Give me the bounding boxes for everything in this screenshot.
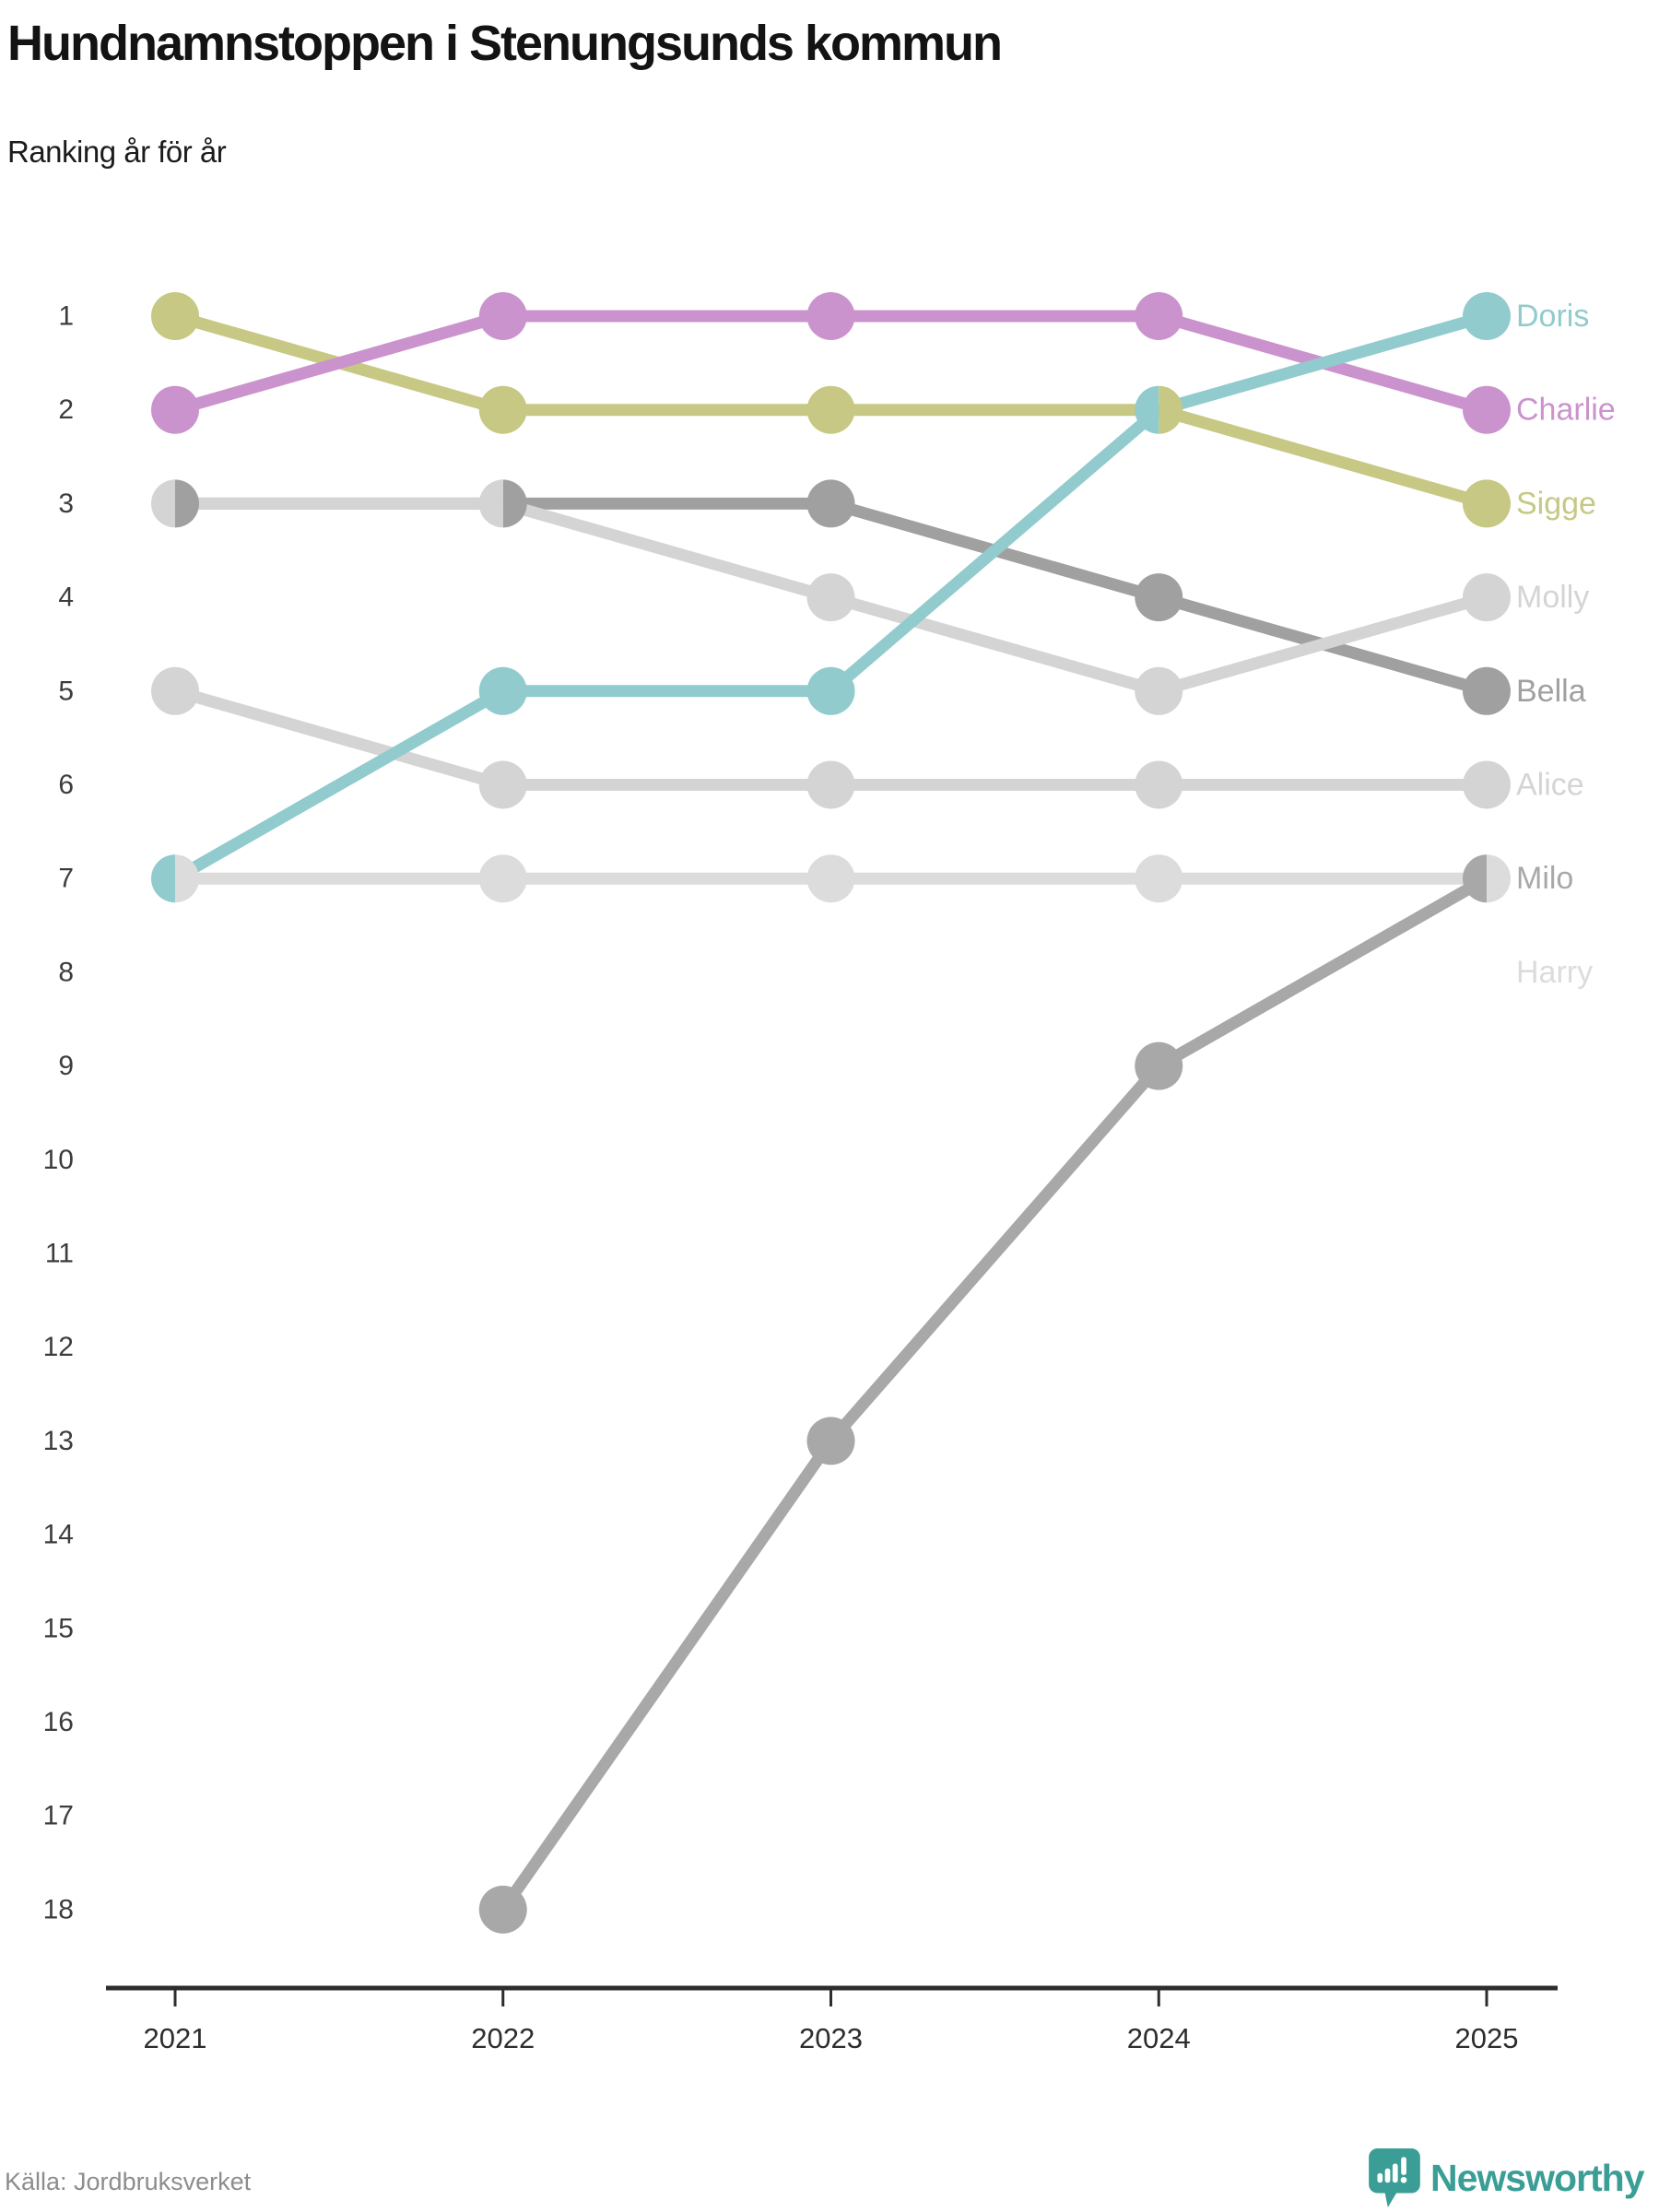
dot-molly-2021-left-half [151, 479, 175, 528]
y-tick-label: 10 [43, 1145, 74, 1175]
y-tick-label: 5 [58, 676, 74, 706]
y-tick-label: 12 [43, 1332, 74, 1362]
dot-alice-2022 [478, 760, 527, 809]
dot-alice-2024 [1135, 760, 1183, 809]
dot-harry-2022 [478, 854, 527, 903]
dot-doris-2025 [1463, 292, 1511, 340]
series-label-alice: Alice [1516, 768, 1584, 803]
dot-charlie-2021 [151, 385, 199, 434]
series-label-bella: Bella [1516, 674, 1586, 709]
y-tick-label: 14 [43, 1520, 74, 1550]
y-tick-label: 3 [58, 488, 74, 519]
dot-harry-2023 [806, 854, 855, 903]
y-tick-label: 11 [45, 1239, 74, 1269]
series-label-harry: Harry [1516, 955, 1593, 990]
y-tick-label: 18 [43, 1894, 74, 1924]
y-tick-label: 16 [43, 1707, 74, 1737]
dot-alice-2021 [151, 666, 199, 715]
y-tick-label: 13 [43, 1426, 74, 1456]
newsworthy-logo: Newsworthy [1368, 2147, 1644, 2208]
chart-subtitle: Ranking år för år [7, 135, 227, 169]
y-tick-label: 9 [58, 1051, 74, 1081]
dot-harry-2025-right-half [1487, 854, 1511, 903]
dot-milo-2023 [806, 1417, 855, 1465]
dot-milo-2024 [1135, 1041, 1183, 1090]
source-note: Källa: Jordbruksverket [5, 2168, 252, 2195]
dot-sigge-2025 [1463, 479, 1511, 528]
dot-sigge-2021 [151, 292, 199, 340]
dot-alice-2023 [806, 760, 855, 809]
series-label-milo: Milo [1516, 861, 1573, 896]
x-tick-label: 2025 [1455, 2022, 1519, 2054]
dot-molly-2024 [1135, 666, 1183, 715]
y-tick-label: 6 [58, 770, 74, 800]
chart-title: Hundnamnstoppen i Stenungsunds kommun [7, 16, 1003, 71]
dot-bella-2021-right-half [175, 479, 199, 528]
dot-harry-2021-right-half [175, 854, 199, 903]
series-label-doris: Doris [1516, 299, 1589, 334]
dot-alice-2025 [1463, 760, 1511, 809]
dot-doris-2021-left-half [151, 854, 175, 903]
dot-harry-2024 [1135, 854, 1183, 903]
x-tick-label: 2022 [471, 2022, 535, 2054]
y-tick-label: 1 [58, 301, 74, 332]
dot-doris-2023 [806, 666, 855, 715]
y-tick-label: 15 [43, 1613, 74, 1643]
dot-charlie-2023 [806, 292, 855, 340]
dot-doris-2022 [478, 666, 527, 715]
dot-molly-2023 [806, 573, 855, 622]
y-tick-label: 8 [58, 957, 74, 987]
dot-bella-2025 [1463, 666, 1511, 715]
dot-molly-2025 [1463, 573, 1511, 622]
newsworthy-wordmark: Newsworthy [1430, 2156, 1644, 2199]
series-line-milo [498, 873, 1490, 1913]
dot-milo-2022 [478, 1885, 527, 1934]
dot-charlie-2025 [1463, 385, 1511, 434]
dot-sigge-2023 [806, 385, 855, 434]
dot-molly-2022-left-half [478, 479, 503, 528]
newsworthy-icon [1369, 2148, 1420, 2207]
y-tick-label: 7 [58, 864, 74, 894]
dot-sigge-2022 [478, 385, 527, 434]
y-tick-label: 4 [58, 582, 74, 613]
x-tick-label: 2021 [144, 2022, 207, 2054]
x-tick-label: 2023 [799, 2022, 863, 2054]
series-label-charlie: Charlie [1516, 393, 1616, 428]
series-label-molly: Molly [1516, 580, 1589, 615]
dot-sigge-2024-right-half [1159, 385, 1183, 434]
dot-bella-2024 [1135, 573, 1183, 622]
y-tick-label: 2 [58, 394, 74, 425]
series-label-sigge: Sigge [1516, 486, 1596, 521]
dot-charlie-2022 [478, 292, 527, 340]
dot-bella-2022-right-half [502, 479, 527, 528]
dot-charlie-2024 [1135, 292, 1183, 340]
dot-milo-2025-left-half [1463, 854, 1487, 903]
dot-doris-2024-left-half [1135, 385, 1159, 434]
dot-bella-2023 [806, 479, 855, 528]
y-tick-label: 17 [43, 1801, 74, 1831]
x-tick-label: 2024 [1127, 2022, 1191, 2054]
